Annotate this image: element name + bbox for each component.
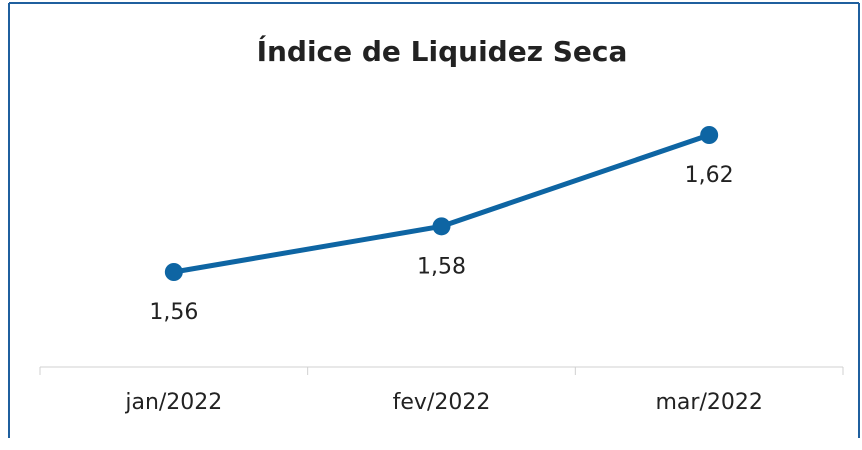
point bbox=[164, 263, 183, 281]
data-label: 1,62 bbox=[685, 163, 734, 188]
data-label: 1,56 bbox=[149, 300, 198, 325]
data-label: 1,58 bbox=[417, 254, 466, 279]
chart-title: Índice de Liquidez Seca bbox=[257, 34, 628, 68]
point bbox=[432, 217, 451, 236]
x-tick-label: fev/2022 bbox=[393, 390, 491, 415]
x-tick-label: mar/2022 bbox=[655, 390, 762, 415]
point bbox=[700, 126, 719, 144]
x-tick-label: jan/2022 bbox=[124, 390, 222, 415]
